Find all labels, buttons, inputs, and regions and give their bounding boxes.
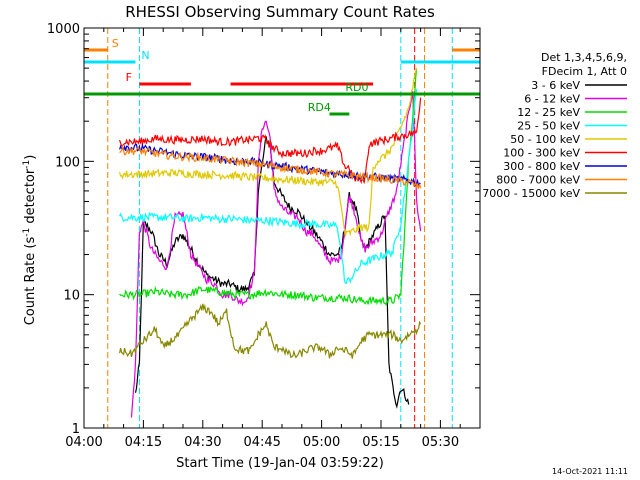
generated-timestamp: 14-Oct-2021 11:11 — [552, 467, 628, 476]
series-line — [119, 144, 422, 191]
flag-label: S — [112, 37, 119, 50]
y-tick-label: 100 — [55, 155, 80, 170]
flag-label: F — [126, 71, 132, 84]
series-line — [119, 88, 418, 284]
x-tick-label: 05:30 — [422, 435, 459, 450]
x-tick-label: 04:00 — [65, 435, 102, 450]
plot-area: S NF RD0 RD4 — [84, 28, 480, 428]
legend-label: 3 - 6 keV — [531, 79, 580, 92]
series-line — [119, 67, 418, 237]
series-line — [119, 97, 422, 185]
x-tick-label: 05:15 — [362, 435, 399, 450]
y-axis-label-part: Count Rate (s — [23, 237, 38, 326]
flag-label: RD0 — [345, 81, 368, 94]
legend: Det 1,3,4,5,6,9, FDecim 1, Att 0 3 - 6 k… — [482, 51, 627, 200]
y-tick-label: 1000 — [47, 22, 80, 37]
legend-label: 800 - 7000 keV — [496, 174, 580, 187]
legend-label: 6 - 12 keV — [524, 93, 580, 106]
x-axis: 04:00 04:15 04:30 04:45 05:00 05:15 05:30 — [65, 28, 481, 450]
x-tick-label: 04:45 — [243, 435, 280, 450]
y-tick-label: 1 — [72, 422, 80, 437]
y-axis-label-sup: -1 — [22, 160, 32, 169]
legend-label: 25 - 50 keV — [517, 120, 580, 133]
legend-header-line: Det 1,3,4,5,6,9, — [541, 51, 627, 64]
legend-label: 12 - 25 keV — [517, 106, 580, 119]
flags-group: S NF RD0 RD4 — [84, 37, 480, 116]
series-group — [119, 67, 422, 418]
x-axis-label: Start Time (19-Jan-04 03:59:22) — [176, 456, 384, 471]
chart-title: RHESSI Observing Summary Count Rates — [125, 3, 435, 21]
series-line — [119, 303, 422, 359]
x-tick-label: 04:30 — [184, 435, 221, 450]
series-line — [130, 91, 422, 418]
series-line — [119, 68, 418, 306]
y-axis-label-sup: -1 — [22, 228, 32, 237]
y-axis-label-part: ) — [23, 155, 38, 160]
legend-header-line: FDecim 1, Att 0 — [542, 65, 627, 78]
y-axis-label-part: detector — [23, 168, 38, 228]
y-tick-label: 10 — [63, 289, 80, 304]
legend-label: 7000 - 15000 keV — [482, 187, 580, 200]
y-axis-label: Count Rate (s-1 detector-1) — [22, 155, 38, 326]
flag-label: RD4 — [308, 101, 331, 114]
y-axis: 1 10 100 1000 — [47, 22, 480, 437]
legend-label: 100 - 300 keV — [503, 147, 580, 160]
x-tick-label: 04:15 — [125, 435, 162, 450]
flag-label: N — [141, 49, 149, 62]
x-tick-label: 05:00 — [303, 435, 340, 450]
legend-label: 300 - 800 keV — [503, 160, 580, 173]
legend-label: 50 - 100 keV — [510, 133, 580, 146]
